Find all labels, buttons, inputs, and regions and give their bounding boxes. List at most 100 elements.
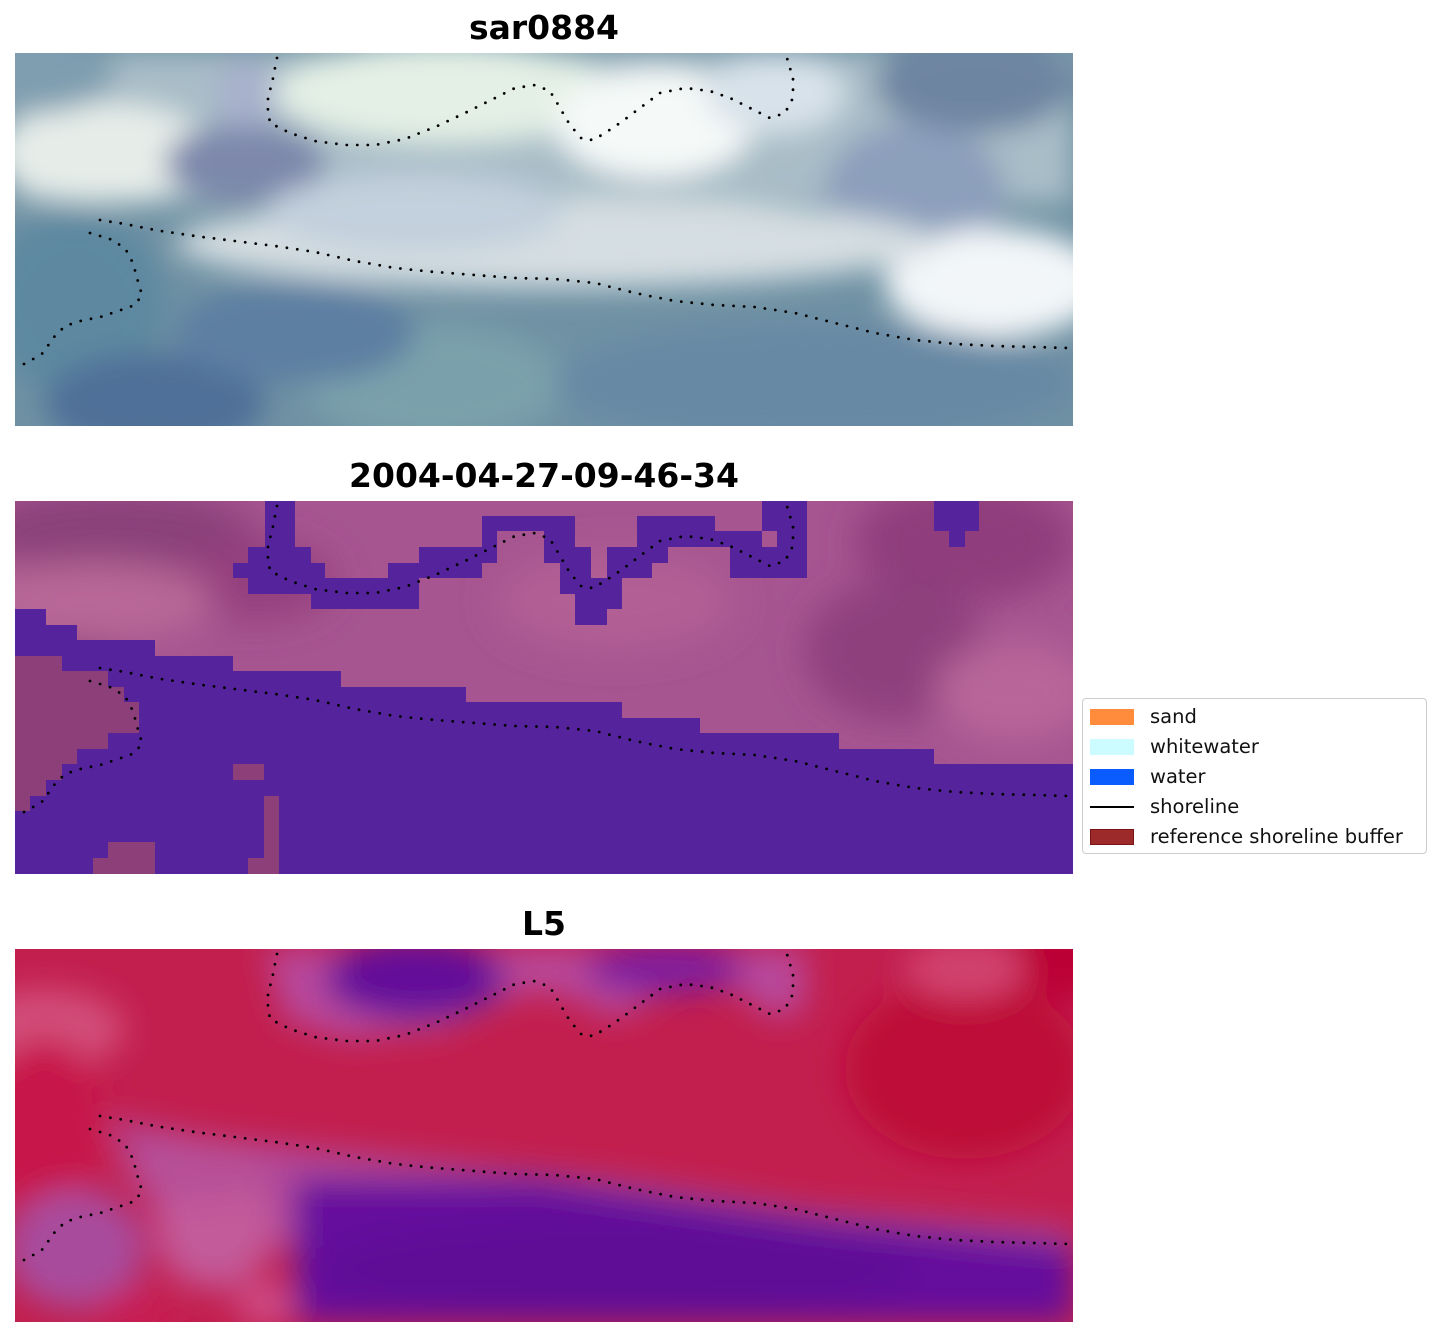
shoreline-dot <box>254 242 258 246</box>
shoreline-dot <box>550 93 554 96</box>
shoreline-dot <box>140 673 143 677</box>
shoreline-dot <box>88 1127 92 1131</box>
shoreline-dot <box>785 505 789 509</box>
shoreline-dot <box>607 576 611 580</box>
shoreline-dot <box>335 1038 338 1042</box>
shoreline-dot <box>474 554 478 557</box>
shoreline-dot <box>628 738 632 742</box>
shoreline-dot <box>503 723 507 727</box>
shoreline-dot <box>969 343 973 347</box>
shoreline-dot <box>700 750 704 754</box>
shoreline-dot <box>119 308 123 312</box>
shoreline-dot <box>69 770 73 774</box>
shoreline-dot <box>455 563 459 567</box>
shoreline-dot <box>109 311 113 315</box>
shoreline-dot <box>753 305 756 309</box>
shoreline-dot <box>721 1200 725 1203</box>
shoreline-dot <box>599 134 602 138</box>
shoreline-dot <box>633 1006 637 1010</box>
shoreline-dot <box>556 998 559 1001</box>
shoreline-dot <box>522 533 526 537</box>
shoreline-dot <box>650 993 654 997</box>
shoreline-dot <box>482 722 486 726</box>
shoreline-dot <box>825 767 828 771</box>
shoreline-dot <box>579 1032 583 1036</box>
shoreline-dot <box>417 1028 420 1031</box>
shoreline-dot <box>160 229 164 233</box>
shoreline-dot <box>804 314 808 318</box>
shoreline-dot <box>493 96 497 100</box>
shoreline-dot <box>275 56 279 60</box>
rgb-image-panel <box>15 53 1073 426</box>
shoreline-dot <box>268 118 271 122</box>
shoreline-dot <box>455 1011 459 1015</box>
shoreline-dot <box>855 327 859 330</box>
shoreline-dot <box>337 1151 340 1155</box>
shoreline-dot <box>641 552 645 555</box>
shoreline-dot <box>53 335 56 338</box>
shoreline-dot <box>980 343 984 347</box>
shoreline-dot <box>633 558 637 562</box>
shoreline-dot <box>599 582 602 586</box>
shoreline-dot <box>181 680 185 684</box>
shoreline-dot <box>451 1167 455 1171</box>
shoreline-dot <box>137 746 140 750</box>
shoreline-dot <box>556 725 559 729</box>
shoreline-dot <box>587 729 591 732</box>
shoreline-dot <box>139 289 143 292</box>
shoreline-dot <box>1011 1241 1015 1244</box>
shoreline-dot <box>266 993 270 997</box>
shoreline-dot <box>959 342 963 346</box>
shoreline-dot <box>907 785 910 789</box>
shoreline-dot <box>269 983 272 987</box>
shoreline-dot <box>223 686 226 690</box>
shoreline-dot <box>679 983 683 987</box>
shoreline-dot <box>306 697 310 701</box>
shoreline-dot <box>40 352 44 355</box>
shoreline-dot <box>959 790 963 794</box>
shoreline-dot <box>304 1032 307 1036</box>
shoreline-dot <box>129 671 133 675</box>
shoreline-dot <box>597 1178 601 1182</box>
shoreline-dot <box>130 259 133 262</box>
shoreline-dot <box>502 540 506 543</box>
panel-title-1: sar0884 <box>468 8 620 47</box>
shoreline-dot <box>648 742 652 746</box>
shoreline-dot <box>212 685 216 688</box>
shoreline-dot <box>1064 1242 1068 1246</box>
shoreline-dot <box>628 290 632 294</box>
shoreline-dot <box>129 753 133 756</box>
shoreline-dot <box>89 317 93 321</box>
shoreline-dot <box>461 272 465 276</box>
shoreline-dot <box>502 988 506 991</box>
shoreline-dot <box>266 555 270 559</box>
shoreline-dot <box>650 97 654 101</box>
shoreline-dot <box>273 962 277 966</box>
shoreline-dot <box>577 727 580 731</box>
shoreline-dot <box>202 1131 206 1135</box>
shoreline-dot <box>896 783 900 787</box>
shoreline-dot <box>451 271 455 275</box>
legend-label: shoreline <box>1150 795 1240 818</box>
shoreline-dot <box>355 1039 359 1043</box>
shoreline-dot <box>98 218 102 222</box>
shoreline-dot <box>53 1231 56 1234</box>
shoreline-dot <box>514 724 517 728</box>
shoreline-dot <box>46 1239 50 1243</box>
shoreline-dot <box>46 343 50 347</box>
shoreline-dot <box>959 1238 963 1242</box>
rgb-image <box>15 53 1073 426</box>
shoreline-dot <box>376 591 380 594</box>
shoreline-dot <box>60 327 64 331</box>
shoreline-dot <box>1053 346 1057 349</box>
shoreline-dot <box>599 1030 602 1034</box>
shoreline-dot <box>1032 1241 1036 1245</box>
shoreline-dot <box>969 1239 973 1243</box>
shoreline-dot <box>700 88 703 92</box>
shoreline-dot <box>886 1229 890 1233</box>
shoreline-dot <box>938 1237 942 1240</box>
shoreline-dot <box>275 244 278 248</box>
shoreline-dot <box>472 721 476 725</box>
shoreline-dot <box>589 586 593 590</box>
shoreline-dot <box>777 113 781 117</box>
